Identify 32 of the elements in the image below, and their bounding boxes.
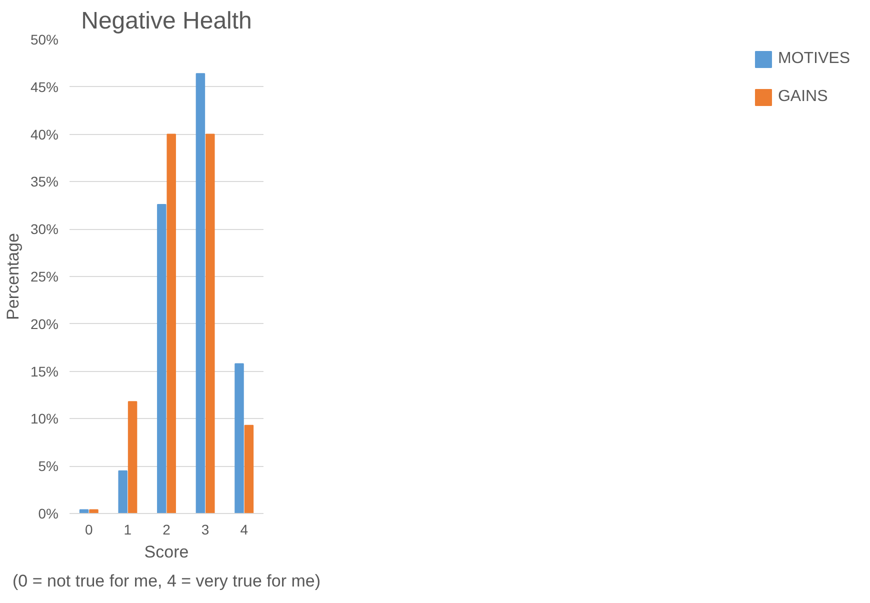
y-tick-label: 40% (30, 126, 59, 142)
y-tick-label: 10% (30, 410, 59, 427)
bar (157, 204, 166, 514)
legend-label: MOTIVES (778, 50, 850, 68)
y-tick-label: 20% (30, 316, 59, 332)
bar (166, 134, 176, 514)
x-tick-label: 4 (240, 522, 248, 538)
x-axis-title: Score (144, 542, 189, 562)
x-tick-label: 1 (124, 522, 132, 538)
bar (128, 401, 138, 514)
bar (89, 509, 98, 514)
bar (234, 363, 244, 514)
y-tick-label: 5% (38, 458, 58, 474)
bar (196, 73, 206, 514)
y-tick-label: 0% (38, 506, 58, 522)
bar (118, 470, 128, 514)
y-tick-label: 45% (30, 78, 59, 95)
bar (206, 134, 215, 514)
bar (244, 424, 254, 514)
y-tick-label: 30% (30, 221, 59, 238)
x-tick-label: 0 (85, 522, 94, 538)
y-tick-label: 50% (30, 32, 59, 48)
chart-title: Negative Health (81, 8, 252, 34)
y-tick-label: 35% (30, 174, 59, 190)
y-axis-title: Percentage (3, 233, 22, 320)
y-tick-label: 15% (30, 363, 59, 380)
bar (79, 509, 89, 514)
x-tick-label: 2 (162, 522, 171, 538)
text: (0 = not true for me, 4 = very true for me) (12, 572, 321, 590)
legend-label: GAINS (778, 88, 828, 106)
y-tick-label: 25% (30, 268, 59, 284)
x-tick-label: 3 (201, 522, 210, 538)
